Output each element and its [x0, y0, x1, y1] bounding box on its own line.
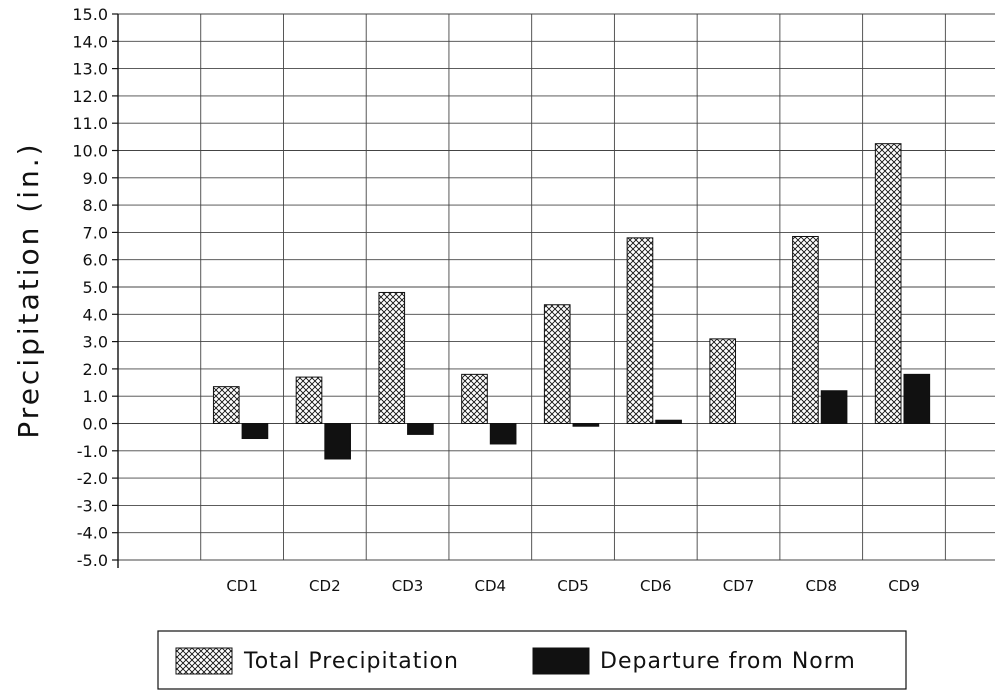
y-tick-label: 11.0	[72, 114, 108, 133]
legend-swatch-departure-from-norm	[532, 647, 590, 675]
category-label-cd5: CD5	[557, 577, 589, 595]
grid	[118, 13, 995, 561]
y-tick-label: 8.0	[83, 196, 108, 215]
bar-departure-from-norm-cd2	[324, 423, 351, 460]
bar-departure-from-norm-cd5	[572, 423, 600, 427]
legend: Total Precipitation Departure from Norm	[157, 630, 907, 690]
y-tick-label: -2.0	[77, 469, 108, 488]
y-tick-label: -3.0	[77, 496, 108, 515]
legend-swatch-total-precipitation	[175, 647, 233, 675]
y-tick-label: 9.0	[83, 169, 108, 188]
bar-total-precipitation-cd8	[792, 235, 819, 424]
category-label-cd4: CD4	[475, 577, 507, 595]
legend-box	[157, 630, 907, 690]
bar-total-precipitation-cd3	[378, 291, 406, 424]
y-tick-label: 14.0	[72, 32, 108, 51]
bar-departure-from-norm-cd9	[903, 373, 931, 424]
bar-total-precipitation-cd5	[543, 304, 571, 424]
bar-total-precipitation-cd7	[709, 338, 737, 424]
y-tick-label: 0.0	[83, 415, 108, 434]
category-label-cd7: CD7	[723, 577, 755, 595]
bar-total-precipitation-cd1	[212, 386, 240, 424]
category-label-cd8: CD8	[805, 577, 837, 595]
y-tick-label: 1.0	[83, 387, 108, 406]
legend-label-departure-from-norm: Departure from Norm	[600, 649, 856, 674]
category-label-cd2: CD2	[309, 577, 341, 595]
y-tick-label: 5.0	[83, 278, 108, 297]
category-label-cd1: CD1	[226, 577, 258, 595]
bar-total-precipitation-cd6	[626, 237, 654, 424]
category-label-cd9: CD9	[888, 577, 920, 595]
y-tick-label: 2.0	[83, 360, 108, 379]
y-tick-label: 7.0	[83, 223, 108, 242]
y-tick-label: 6.0	[83, 251, 108, 270]
bar-departure-from-norm-cd8	[820, 390, 848, 424]
y-tick-label: 10.0	[72, 142, 108, 161]
bar-total-precipitation-cd2	[295, 376, 323, 424]
category-label-cd3: CD3	[392, 577, 424, 595]
y-tick-label: 3.0	[83, 333, 108, 352]
category-labels: CD1 CD2 CD3 CD4 CD5 CD6 CD7 CD8 CD9	[226, 577, 919, 595]
y-tick-label: -1.0	[77, 442, 108, 461]
y-tick-label: -5.0	[77, 551, 108, 570]
bar-departure-from-norm-cd4	[489, 423, 517, 445]
legend-label-total-precipitation: Total Precipitation	[243, 649, 459, 674]
bar-total-precipitation-cd9	[874, 143, 902, 425]
category-label-cd6: CD6	[640, 577, 672, 595]
y-axis-label: Precipitation (in.)	[12, 141, 45, 438]
bars	[212, 143, 931, 460]
bar-departure-from-norm-cd6	[655, 419, 682, 424]
y-tick-label: -4.0	[77, 524, 108, 543]
y-tick-label: 4.0	[83, 305, 108, 324]
y-tick-label: 13.0	[72, 60, 108, 79]
bar-departure-from-norm-cd1	[241, 423, 269, 440]
bar-total-precipitation-cd4	[461, 373, 488, 424]
axes: -5.0 -4.0 -3.0 -2.0 -1.0 0.0 1.0 2.0 3.0 4.0 5.0 6.…	[72, 5, 119, 570]
y-tick-label: 15.0	[72, 5, 108, 24]
bar-departure-from-norm-cd3	[407, 423, 434, 435]
y-tick-label: 12.0	[72, 87, 108, 106]
